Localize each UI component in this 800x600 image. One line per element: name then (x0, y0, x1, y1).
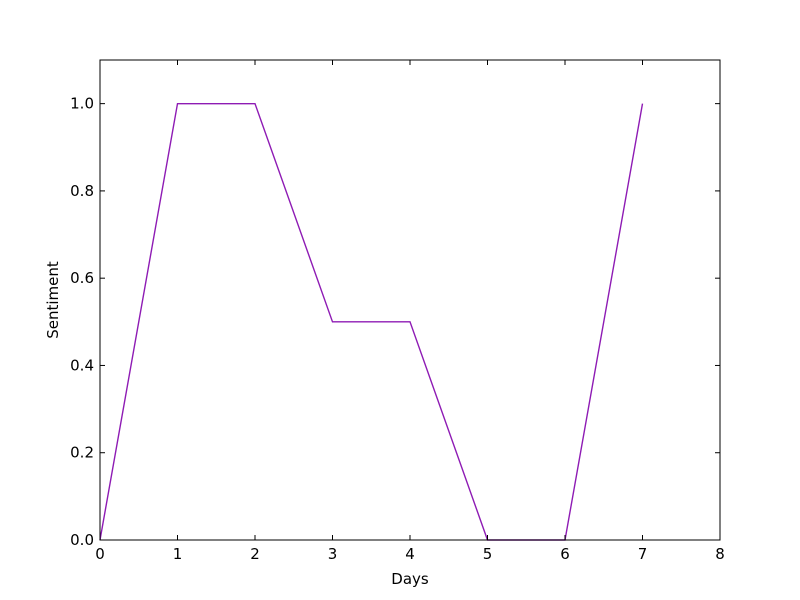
y-tick-label: 0.6 (70, 269, 94, 287)
x-tick-label: 3 (328, 545, 338, 563)
y-tick-labels: 0.0 0.2 0.4 0.6 0.8 1.0 (70, 95, 94, 549)
x-tick-label: 0 (95, 545, 105, 563)
x-axis-label: Days (391, 570, 429, 588)
y-tick-label: 0.2 (70, 444, 94, 462)
x-tick-label: 2 (250, 545, 260, 563)
x-tick-labels: 0 1 2 3 4 5 6 7 8 (95, 545, 725, 563)
y-tick-label: 0.8 (70, 182, 94, 200)
y-tick-label: 0.4 (70, 356, 94, 374)
x-tick-label: 5 (483, 545, 493, 563)
series-line-0 (99, 102, 644, 541)
x-tick-label: 4 (405, 545, 415, 563)
x-tick-label: 1 (173, 545, 183, 563)
x-tick-label: 7 (638, 545, 648, 563)
y-tick-label: 1.0 (70, 95, 94, 113)
x-tick-label: 8 (715, 545, 725, 563)
y-axis-label: Sentiment (44, 261, 62, 339)
y-tick-label: 0.0 (70, 531, 94, 549)
series-layer (99, 102, 644, 541)
tick-layer (99, 60, 721, 541)
plot-frame (99, 59, 721, 541)
x-tick-label: 6 (560, 545, 570, 563)
